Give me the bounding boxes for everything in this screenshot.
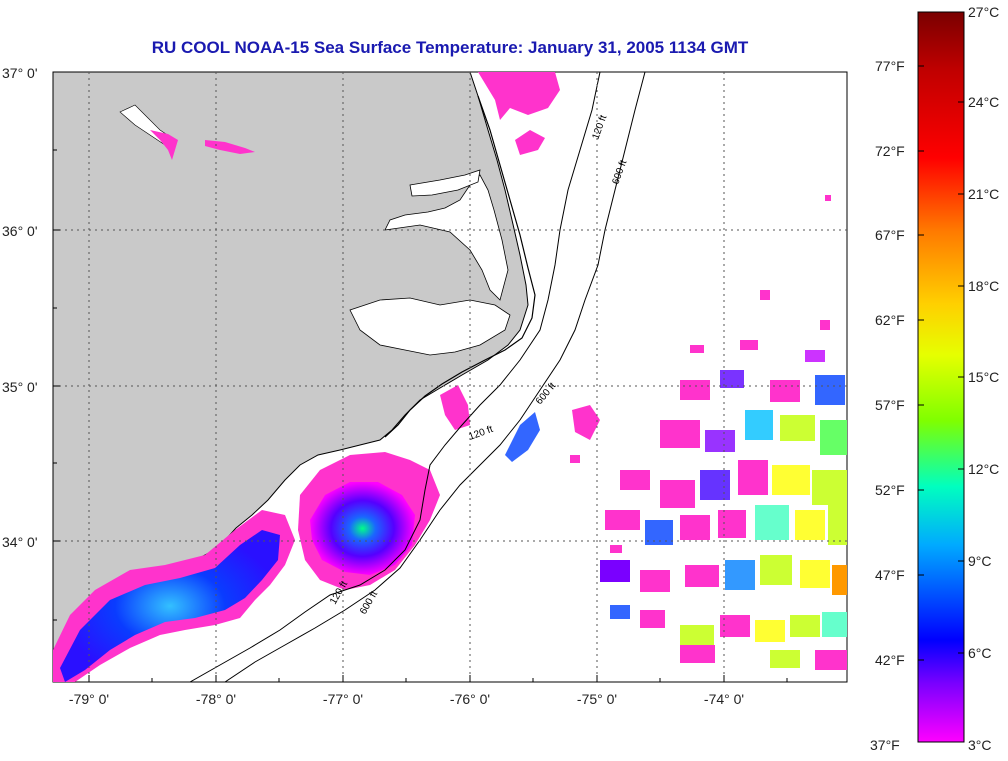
james-river (150, 130, 255, 160)
cb-f-57: 57°F (875, 397, 905, 413)
isobath-600ft (224, 72, 646, 682)
cb-c-24: 24°C (968, 94, 999, 110)
lon-label-76: -76° 0' (450, 691, 490, 707)
frame-ticks (53, 149, 788, 682)
cb-f-67: 67°F (875, 227, 905, 243)
lon-label-77: -77° 0' (323, 691, 363, 707)
cb-c-12: 12°C (968, 461, 999, 477)
cb-f-37: 37°F (870, 737, 900, 753)
lat-label-36: 36° 0' (2, 223, 38, 239)
map-title: RU COOL NOAA-15 Sea Surface Temperature:… (151, 38, 749, 57)
isobath-120ft (189, 72, 601, 682)
cb-c-9: 9°C (968, 553, 992, 569)
cb-c-21: 21°C (968, 186, 999, 202)
lat-label-37: 37° 0' (2, 65, 38, 81)
lon-label-75: -75° 0' (577, 691, 617, 707)
cb-c-6: 6°C (968, 645, 992, 661)
map-gridlines (53, 72, 847, 682)
lon-label-74: -74° 0' (704, 691, 744, 707)
outer-banks (384, 95, 536, 438)
sst-north-cold (478, 72, 560, 120)
cb-c-15: 15°C (968, 369, 999, 385)
lon-label-78: -78° 0' (196, 691, 236, 707)
sst-gulfstream-edge (505, 412, 540, 462)
cb-f-72: 72°F (875, 143, 905, 159)
lat-label-35: 35° 0' (2, 379, 38, 395)
cb-f-52: 52°F (875, 482, 905, 498)
cb-f-77: 77°F (875, 58, 905, 74)
cb-c-3: 3°C (968, 737, 992, 753)
sst-sw-blue (60, 530, 280, 682)
sst-mid-pink (572, 405, 600, 440)
pamlico-sound (384, 174, 509, 301)
cb-c-27: 27°C (968, 4, 999, 20)
lat-label-34: 34° 0' (2, 534, 38, 550)
sst-cape-lookout (440, 385, 470, 430)
albemarle-sound (409, 169, 481, 197)
cb-c-18: 18°C (968, 278, 999, 294)
colorbar (917, 11, 965, 743)
colorbar-ticks (918, 65, 964, 661)
sst-north-patch2 (515, 130, 545, 155)
sst-onslow-core (310, 482, 415, 575)
cb-f-62: 62°F (875, 312, 905, 328)
lon-label-79: -79° 0' (69, 691, 109, 707)
cb-f-42: 42°F (875, 652, 905, 668)
cb-f-47: 47°F (875, 567, 905, 583)
